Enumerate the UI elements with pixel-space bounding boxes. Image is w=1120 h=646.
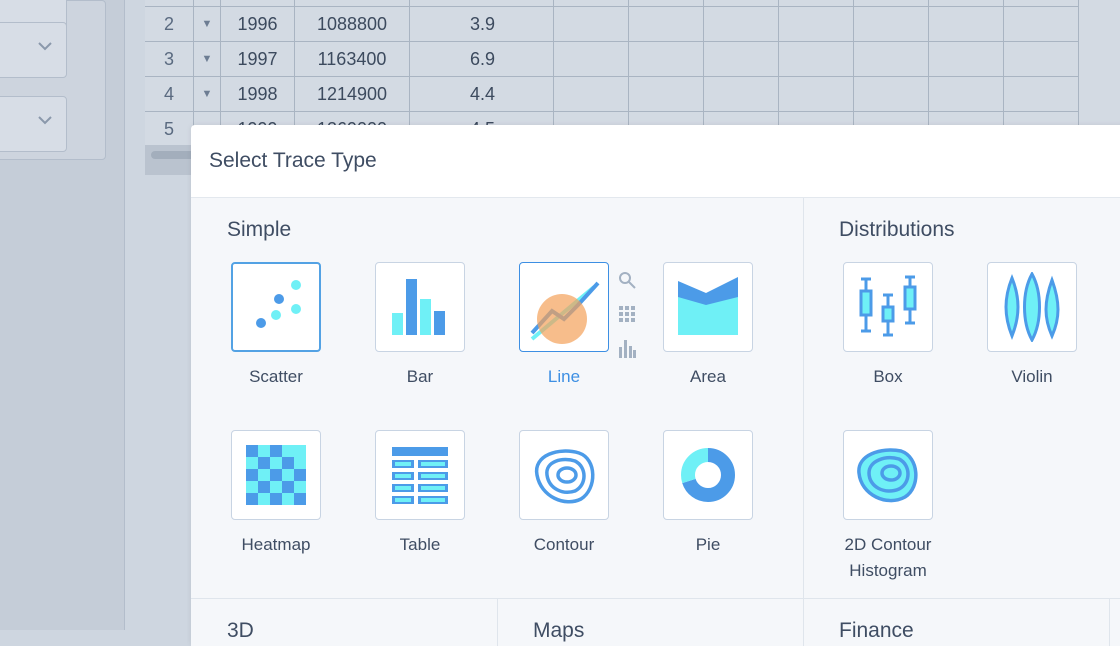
contour-histogram-icon <box>857 448 918 503</box>
trace-line-tile[interactable] <box>519 262 636 358</box>
row-menu-icon[interactable]: ▼ <box>193 76 221 112</box>
box-plot-icon <box>859 275 917 337</box>
trace-heatmap-tile[interactable] <box>231 430 321 520</box>
trace-type-modal: Select Trace Type Simple Scatter <box>191 125 1120 646</box>
row-menu-icon[interactable]: ▼ <box>193 6 221 42</box>
cursor-highlight <box>537 294 587 344</box>
trace-label: Contour <box>533 535 595 554</box>
trace-heatmap[interactable]: Heatmap <box>204 430 348 558</box>
scrollbar-thumb[interactable] <box>151 151 197 159</box>
cell-value[interactable]: 1163400 <box>294 41 410 77</box>
trace-violin[interactable]: Violin <box>960 262 1104 390</box>
trace-label: 2D Contour Histogram <box>844 535 932 580</box>
trace-area[interactable]: Area <box>636 262 780 390</box>
chevron-down-icon <box>38 42 52 51</box>
section-title-maps: Maps <box>533 619 585 642</box>
trace-label: Heatmap <box>241 535 311 554</box>
left-select-2[interactable] <box>0 96 67 152</box>
modal-footer-sections: 3D Maps Finance <box>191 598 1120 646</box>
cell-year[interactable]: 1996 <box>220 6 295 42</box>
scatter-icon <box>256 280 301 328</box>
left-select-1[interactable] <box>0 22 67 78</box>
table-icon <box>392 447 448 504</box>
trace-label: Table <box>399 535 441 554</box>
trace-bar-tile[interactable] <box>375 262 465 352</box>
area-chart-icon <box>678 277 738 335</box>
modal-title: Select Trace Type <box>209 149 377 172</box>
line-chart-icon <box>530 281 600 344</box>
modal-header: Select Trace Type <box>191 125 1120 198</box>
row-index: 4 <box>145 76 194 112</box>
trace-label: Scatter <box>249 367 303 386</box>
cell-value[interactable]: 1088800 <box>294 6 410 42</box>
trace-violin-tile[interactable] <box>987 262 1077 352</box>
pie-chart-icon <box>681 448 735 502</box>
cell-pct[interactable]: 4.4 <box>409 76 554 112</box>
cell-pct[interactable]: 6.9 <box>409 41 554 77</box>
row-index: 3 <box>145 41 194 77</box>
section-distributions: Distributions Box <box>804 198 1120 598</box>
trace-scatter-tile[interactable] <box>231 262 321 352</box>
trace-2d-contour-histogram-tile[interactable] <box>843 430 933 520</box>
trace-2d-contour-histogram[interactable]: 2D Contour Histogram <box>816 430 960 584</box>
table-row: 4 ▼ 1998 1214900 4.4 <box>145 76 1079 112</box>
zoom-icon[interactable] <box>616 263 638 297</box>
trace-area-tile[interactable] <box>663 262 753 352</box>
trace-table-tile[interactable] <box>375 430 465 520</box>
section-simple: Simple Scatter <box>191 198 804 598</box>
trace-pie[interactable]: Pie <box>636 430 780 558</box>
cell-value[interactable]: 1214900 <box>294 76 410 112</box>
trace-label: Bar <box>406 367 434 386</box>
table-row: 2 ▼ 1996 1088800 3.9 <box>145 6 1079 42</box>
violin-plot-icon <box>1004 272 1060 342</box>
trace-label: Pie <box>695 535 721 554</box>
trace-table[interactable]: Table <box>348 430 492 558</box>
trace-box[interactable]: Box <box>816 262 960 390</box>
trace-label: Line <box>547 367 581 386</box>
tile-side-icons <box>616 263 638 365</box>
trace-bar[interactable]: Bar <box>348 262 492 390</box>
section-title-3d: 3D <box>227 619 254 642</box>
left-panel-card <box>0 0 106 160</box>
trace-label: Box <box>873 367 903 386</box>
cell-pct[interactable]: 3.9 <box>409 6 554 42</box>
trace-line[interactable]: Line <box>492 262 636 390</box>
table-row <box>145 0 1079 7</box>
trace-scatter[interactable]: Scatter <box>204 262 348 390</box>
contour-icon <box>534 449 595 504</box>
trace-contour[interactable]: Contour <box>492 430 636 558</box>
section-title-simple: Simple <box>227 218 292 241</box>
section-title-distributions: Distributions <box>839 218 955 241</box>
heatmap-icon <box>246 445 306 505</box>
row-menu-icon[interactable]: ▼ <box>193 41 221 77</box>
trace-contour-tile[interactable] <box>519 430 609 520</box>
trace-pie-tile[interactable] <box>663 430 753 520</box>
trace-box-tile[interactable] <box>843 262 933 352</box>
grid-icon[interactable] <box>616 297 638 331</box>
left-panel <box>0 0 125 630</box>
trace-label: Violin <box>1011 367 1053 386</box>
table-row: 3 ▼ 1997 1163400 6.9 <box>145 41 1079 77</box>
cell-year[interactable]: 1997 <box>220 41 295 77</box>
bar-chart-icon <box>392 279 445 335</box>
chevron-down-icon <box>38 116 52 125</box>
bar-chart-small-icon[interactable] <box>616 331 638 365</box>
modal-body: Simple Scatter <box>191 198 1120 598</box>
row-index: 2 <box>145 6 194 42</box>
row-index: 5 <box>145 111 194 147</box>
trace-label: Area <box>690 367 726 386</box>
section-title-finance: Finance <box>839 619 914 642</box>
cell-year[interactable]: 1998 <box>220 76 295 112</box>
